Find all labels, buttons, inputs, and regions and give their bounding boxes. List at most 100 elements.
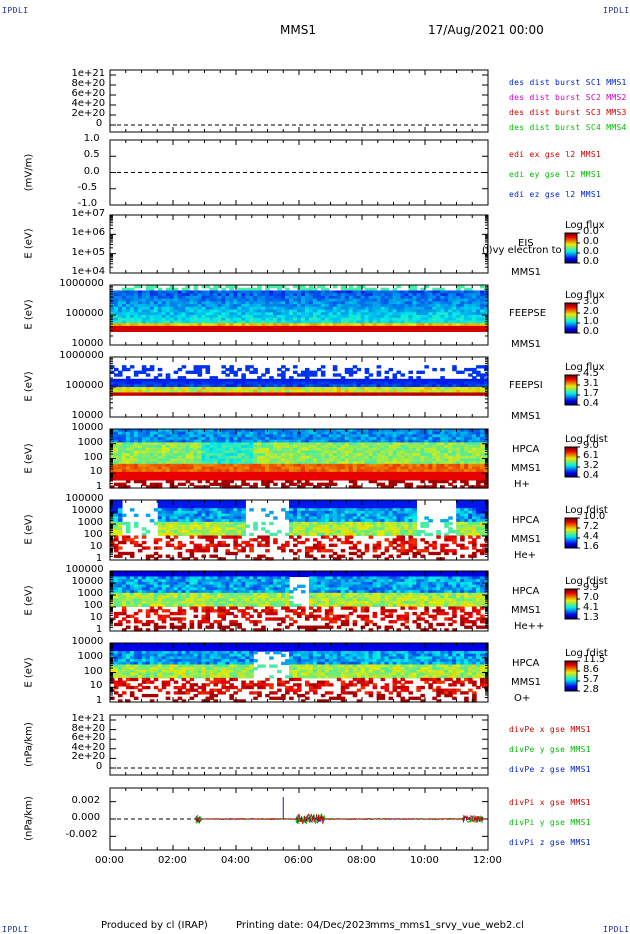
p6-cell — [201, 434, 207, 438]
p4-cell — [213, 304, 219, 308]
p6-cell — [352, 439, 358, 444]
p6-cell — [468, 458, 473, 462]
p6-cell — [392, 445, 398, 449]
p5-cell — [121, 389, 127, 394]
p6-cell — [468, 466, 473, 470]
p6-cell — [456, 463, 461, 468]
p6-cell — [408, 458, 413, 462]
p4-cell — [316, 325, 322, 330]
p4-cell — [153, 328, 159, 332]
p4-cell — [300, 320, 306, 324]
p6-cell — [145, 453, 151, 457]
p7-cell — [125, 551, 131, 556]
p4-cell — [265, 293, 270, 297]
p6-cell — [376, 477, 382, 481]
p4-cell — [233, 290, 238, 294]
p6-cell — [456, 437, 461, 441]
p4-cell — [352, 309, 358, 313]
p6-cell — [269, 445, 274, 449]
p6-cell — [229, 453, 234, 457]
p6-cell — [125, 437, 131, 441]
p6-cell — [380, 455, 386, 460]
p7-cell — [141, 540, 147, 545]
p5-cell — [185, 384, 191, 388]
p5-cell — [444, 389, 449, 394]
p6-cell — [277, 453, 282, 457]
p6-cell — [336, 463, 342, 468]
p6-cell — [332, 463, 338, 468]
p5-cell — [304, 381, 310, 385]
p6-cell — [281, 442, 286, 446]
p6-cell — [444, 469, 449, 473]
p4-cell — [380, 320, 386, 324]
p6-cell — [173, 453, 179, 457]
p6-cell — [448, 471, 453, 476]
p5-cell — [420, 389, 425, 394]
p5-cell — [265, 389, 270, 394]
p4-cell — [396, 304, 402, 308]
p5-cell — [460, 387, 465, 391]
p6-cell — [141, 482, 147, 486]
p6-cell — [137, 453, 143, 457]
p5-cell — [300, 384, 306, 388]
p4-cell — [428, 293, 433, 297]
p4-cell — [213, 317, 219, 322]
p6-cell — [428, 477, 433, 481]
p5-cell — [340, 389, 346, 394]
p6-cell — [396, 466, 402, 470]
p4-cell — [360, 293, 366, 297]
p6-cell — [177, 458, 183, 462]
p6-cell — [289, 474, 294, 478]
p4-colorbar-swatch — [565, 304, 577, 306]
p4-cell — [404, 301, 410, 305]
p5-cell — [480, 392, 485, 396]
p5-cell — [384, 387, 390, 391]
p4-cell — [185, 306, 191, 311]
p5-cell — [332, 367, 338, 372]
p6-cell — [209, 482, 215, 486]
p6-cell — [233, 447, 238, 452]
p4-cell — [181, 309, 187, 313]
p4-cell — [332, 320, 338, 324]
p6-cell — [464, 482, 469, 486]
p6-cell — [173, 458, 179, 462]
p5-cell — [408, 370, 413, 374]
p4-cell — [241, 290, 246, 294]
p4-cell — [452, 320, 457, 324]
p4-cell — [137, 320, 143, 324]
p4-cell — [265, 290, 270, 294]
p6-cell — [197, 450, 203, 454]
p4-cell — [380, 323, 386, 327]
p6-cell — [245, 442, 250, 446]
p5-cell — [312, 370, 318, 374]
p6-cell — [308, 458, 314, 462]
p4-cell — [396, 306, 402, 311]
p4-cell — [304, 298, 310, 302]
p4-cell — [201, 323, 207, 327]
p5-cell — [133, 378, 139, 383]
p5-cell — [464, 387, 469, 391]
p4-cell — [424, 304, 429, 308]
p6-cell — [316, 461, 322, 465]
p6-cell — [217, 429, 223, 433]
p4-cell — [253, 293, 258, 297]
p4-cell — [440, 328, 445, 332]
p4-cell — [209, 295, 215, 300]
p4-cell — [185, 301, 191, 305]
p4-cell — [145, 317, 151, 322]
p5-cell — [125, 389, 131, 394]
p6-cell — [476, 461, 481, 465]
p5-cell — [316, 389, 322, 394]
p7-cell — [121, 540, 127, 545]
p6-cell — [308, 463, 314, 468]
p6-cell — [464, 455, 469, 460]
p6-cell — [432, 434, 437, 438]
p6-cell — [241, 482, 246, 486]
p4-cell — [241, 301, 246, 305]
p4-cell — [113, 301, 119, 305]
p6-cell — [332, 445, 338, 449]
p6-cell — [344, 455, 350, 460]
p6-cell — [141, 463, 147, 468]
p4-cell — [113, 328, 119, 332]
p6-cell — [133, 434, 139, 438]
